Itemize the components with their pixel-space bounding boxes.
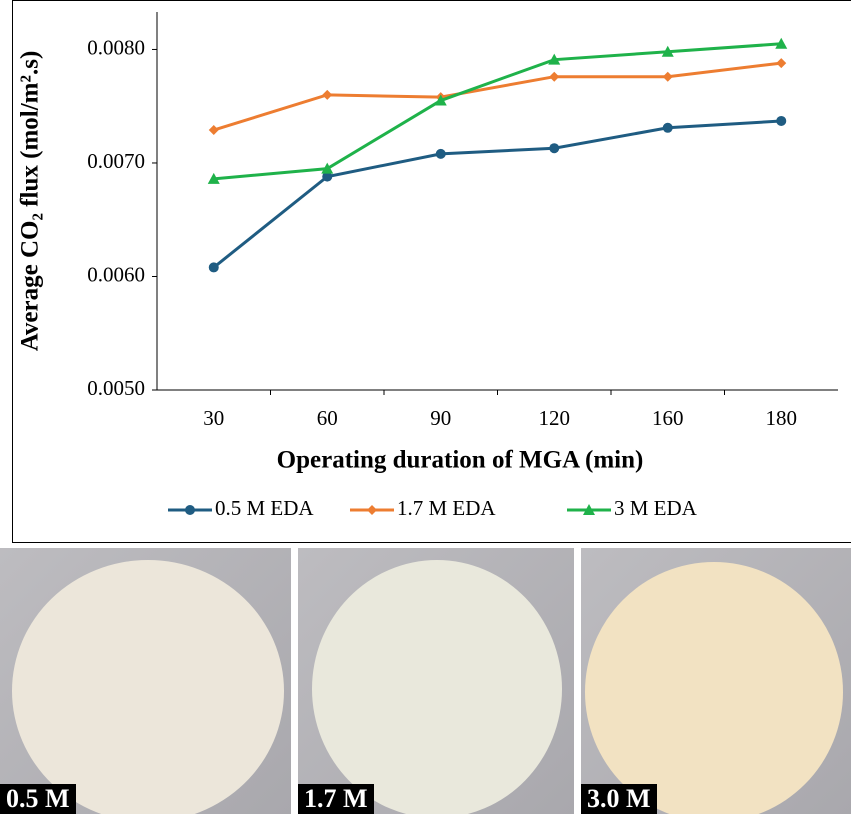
x-tick-label: 120 [539,406,571,430]
x-tick-label: 90 [430,406,451,430]
x-tick-label: 160 [652,406,684,430]
x-tick-label: 60 [317,406,338,430]
membrane [585,562,843,814]
marker [185,505,195,515]
x-tick-label: 30 [203,406,224,430]
chart: Operating duration of MGA (min) Average … [0,0,851,545]
photo-label: 0.5 M [0,784,76,814]
marker [663,123,673,133]
photo: 1.7 M [298,548,574,814]
photo-label: 3.0 M [581,784,657,814]
marker [549,143,559,153]
y-tick-label: 0.0080 [87,35,145,59]
legend-label: 3 M EDA [614,496,698,520]
x-tick-label: 180 [766,406,798,430]
marker [209,262,219,272]
y-tick-label: 0.0050 [87,376,145,400]
photo: 0.5 M [0,548,291,814]
page: Operating duration of MGA (min) Average … [0,0,851,814]
membrane [312,560,562,814]
marker [776,116,786,126]
y-tick-label: 0.0060 [87,262,145,286]
legend-label: 1.7 M EDA [397,496,496,520]
marker [436,149,446,159]
photo: 3.0 M [581,548,851,814]
legend-label: 0.5 M EDA [215,496,314,520]
y-axis-title: Average CO₂ flux (mol/m².s) [17,51,44,352]
photo-label: 1.7 M [298,784,374,814]
y-tick-label: 0.0070 [87,149,145,173]
x-axis-title: Operating duration of MGA (min) [277,447,644,474]
membrane [12,560,284,814]
